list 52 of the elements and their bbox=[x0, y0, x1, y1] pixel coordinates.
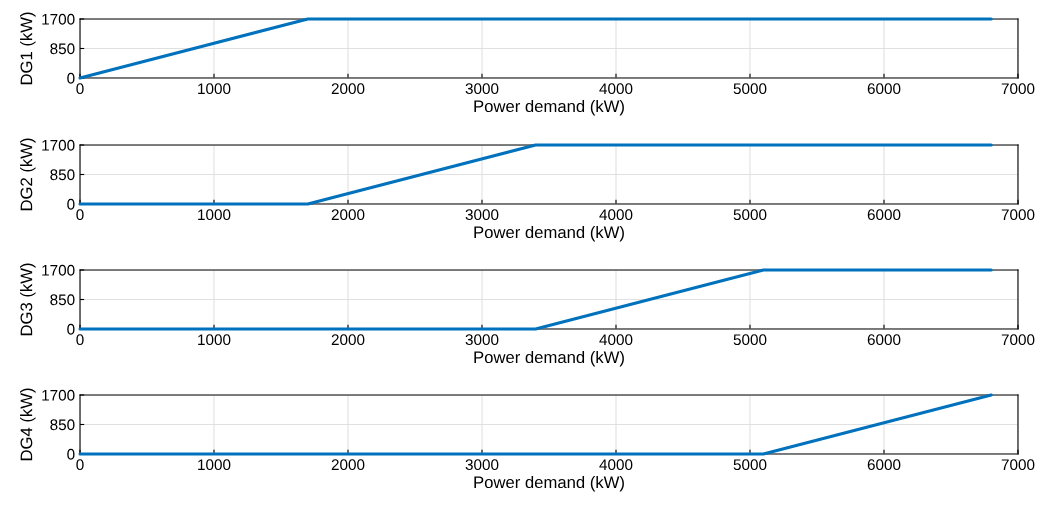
x-tick-label: 2000 bbox=[331, 209, 365, 221]
x-tick-label: 3000 bbox=[465, 83, 499, 95]
x-tick-label: 1000 bbox=[198, 459, 231, 471]
x-tick-label: 6000 bbox=[867, 209, 901, 221]
y-axis-title: DG3 (kW) bbox=[20, 263, 36, 336]
x-tick-label: 7000 bbox=[1001, 209, 1035, 221]
y-tick-label: 0 bbox=[67, 323, 75, 335]
x-tick-label: 7000 bbox=[1001, 459, 1035, 471]
x-tick-label: 3000 bbox=[465, 459, 499, 471]
x-tick-label: 1000 bbox=[198, 334, 231, 346]
x-tick-label: 0 bbox=[76, 209, 84, 221]
y-axis-title: DG4 (kW) bbox=[20, 388, 36, 461]
y-tick-label: 1700 bbox=[42, 389, 75, 401]
y-tick-label: 850 bbox=[50, 43, 75, 55]
x-tick-label: 0 bbox=[76, 459, 84, 471]
x-tick-label: 6000 bbox=[867, 83, 901, 95]
x-tick-label: 5000 bbox=[733, 209, 767, 221]
x-tick-label: 7000 bbox=[1001, 334, 1035, 346]
x-axis-title: Power demand (kW) bbox=[474, 475, 624, 492]
x-tick-label: 4000 bbox=[599, 334, 633, 346]
x-tick-label: 0 bbox=[76, 334, 84, 346]
x-tick-label: 5000 bbox=[733, 459, 767, 471]
y-tick-label: 0 bbox=[67, 448, 75, 460]
x-tick-label: 5000 bbox=[733, 334, 767, 346]
x-axis-title: Power demand (kW) bbox=[474, 99, 624, 116]
y-axis-title: DG1 (kW) bbox=[20, 12, 36, 85]
x-tick-label: 3000 bbox=[465, 209, 499, 221]
x-tick-label: 6000 bbox=[867, 334, 901, 346]
y-tick-label: 1700 bbox=[42, 13, 75, 25]
y-axis-title: DG2 (kW) bbox=[20, 138, 36, 211]
x-tick-label: 2000 bbox=[331, 83, 365, 95]
x-tick-label: 1000 bbox=[198, 83, 231, 95]
x-tick-label: 6000 bbox=[867, 459, 901, 471]
x-tick-label: 4000 bbox=[599, 209, 633, 221]
x-tick-label: 4000 bbox=[599, 459, 633, 471]
x-tick-label: 3000 bbox=[465, 334, 499, 346]
x-tick-label: 0 bbox=[76, 83, 84, 95]
y-tick-label: 0 bbox=[67, 198, 75, 210]
y-tick-label: 850 bbox=[50, 294, 75, 306]
x-tick-label: 2000 bbox=[331, 459, 365, 471]
x-tick-label: 7000 bbox=[1001, 83, 1035, 95]
x-axis-title: Power demand (kW) bbox=[474, 225, 624, 242]
y-tick-label: 0 bbox=[67, 72, 75, 84]
y-tick-label: 1700 bbox=[42, 264, 75, 276]
x-tick-label: 1000 bbox=[198, 209, 231, 221]
x-tick-label: 4000 bbox=[599, 83, 633, 95]
y-tick-label: 850 bbox=[50, 169, 75, 181]
y-tick-label: 850 bbox=[50, 419, 75, 431]
x-tick-label: 5000 bbox=[733, 83, 767, 95]
x-tick-label: 2000 bbox=[331, 334, 365, 346]
x-axis-title: Power demand (kW) bbox=[474, 350, 624, 367]
y-tick-label: 1700 bbox=[42, 139, 75, 151]
